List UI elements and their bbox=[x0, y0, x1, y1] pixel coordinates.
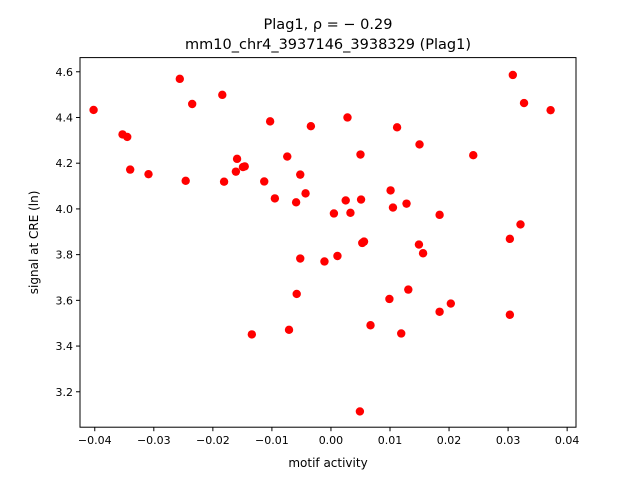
x-tick-label: 0.04 bbox=[555, 434, 580, 447]
data-point bbox=[89, 105, 98, 115]
data-point bbox=[346, 208, 355, 217]
data-point bbox=[219, 177, 229, 186]
data-point bbox=[125, 165, 135, 174]
data-point bbox=[469, 151, 478, 160]
x-tick-label: 0.03 bbox=[496, 434, 521, 447]
data-point bbox=[355, 407, 365, 416]
x-tick-label: −0.03 bbox=[137, 434, 171, 447]
data-point bbox=[386, 186, 395, 195]
data-points bbox=[89, 70, 555, 416]
data-point bbox=[519, 98, 529, 108]
data-point bbox=[343, 113, 352, 122]
data-point bbox=[296, 254, 305, 263]
data-point bbox=[320, 257, 329, 266]
data-point bbox=[181, 176, 190, 185]
data-point bbox=[341, 196, 350, 205]
data-point bbox=[144, 169, 153, 179]
data-point bbox=[187, 99, 197, 109]
data-point bbox=[270, 194, 280, 203]
y-tick-label: 4.4 bbox=[56, 111, 74, 124]
x-tick-label: −0.02 bbox=[196, 434, 230, 447]
data-point bbox=[329, 209, 339, 218]
data-point bbox=[284, 325, 294, 335]
y-tick-label: 4.2 bbox=[56, 157, 74, 170]
data-point bbox=[260, 177, 269, 186]
plot-frame bbox=[79, 57, 577, 428]
data-point bbox=[505, 234, 515, 244]
x-tick-label: −0.04 bbox=[78, 434, 112, 447]
x-tick-label: 0.00 bbox=[319, 434, 344, 447]
data-point bbox=[333, 251, 342, 261]
data-point bbox=[291, 198, 301, 207]
data-point bbox=[265, 117, 275, 126]
y-tick-label: 3.8 bbox=[56, 249, 74, 262]
data-point bbox=[218, 90, 227, 100]
data-point bbox=[296, 170, 305, 179]
data-point bbox=[356, 195, 366, 204]
y-tick-label: 4.0 bbox=[56, 203, 74, 216]
data-point bbox=[546, 105, 555, 115]
data-point bbox=[418, 249, 428, 258]
data-point bbox=[123, 132, 132, 142]
data-point bbox=[508, 70, 518, 80]
data-point bbox=[414, 240, 424, 249]
x-tick-label: 0.01 bbox=[378, 434, 403, 447]
data-point bbox=[306, 121, 316, 131]
y-tick-label: 3.6 bbox=[56, 294, 74, 307]
data-point bbox=[356, 150, 365, 159]
data-point bbox=[247, 330, 257, 339]
data-point bbox=[292, 289, 301, 299]
chart-title-line2: mm10_chr4_3937146_3938329 (Plag1) bbox=[185, 37, 471, 53]
data-point bbox=[359, 237, 369, 246]
x-tick-label: −0.01 bbox=[255, 434, 289, 447]
data-point bbox=[505, 310, 515, 319]
data-point bbox=[366, 321, 375, 330]
y-axis-label: signal at CRE (ln) bbox=[27, 191, 41, 295]
data-point bbox=[402, 199, 411, 208]
chart-title-line1: Plag1, ρ = − 0.29 bbox=[264, 17, 393, 33]
x-axis-label: motif activity bbox=[288, 456, 367, 470]
data-point bbox=[240, 162, 249, 171]
data-point bbox=[415, 140, 424, 149]
data-point bbox=[435, 210, 444, 220]
data-point bbox=[232, 154, 242, 164]
data-point bbox=[404, 285, 413, 294]
x-axis-ticks: −0.04 −0.03 −0.02 −0.01 0.00 0.01 0.02 0.03 0.04 bbox=[78, 427, 579, 447]
data-point bbox=[392, 123, 402, 132]
data-point bbox=[231, 167, 241, 176]
y-tick-label: 3.4 bbox=[56, 340, 74, 353]
data-point bbox=[446, 299, 456, 308]
data-point bbox=[301, 189, 310, 198]
x-tick-label: 0.02 bbox=[437, 434, 462, 447]
data-point bbox=[175, 74, 184, 84]
data-point bbox=[385, 294, 394, 304]
y-tick-label: 4.6 bbox=[56, 66, 74, 79]
data-point bbox=[516, 220, 525, 229]
data-point bbox=[388, 203, 398, 212]
y-tick-label: 3.2 bbox=[56, 386, 74, 399]
data-point bbox=[397, 329, 406, 338]
data-point bbox=[435, 307, 444, 316]
data-point bbox=[283, 152, 292, 161]
y-axis-ticks: 3.2 3.4 3.6 3.8 4.0 4.2 4.4 4.6 bbox=[56, 66, 80, 399]
